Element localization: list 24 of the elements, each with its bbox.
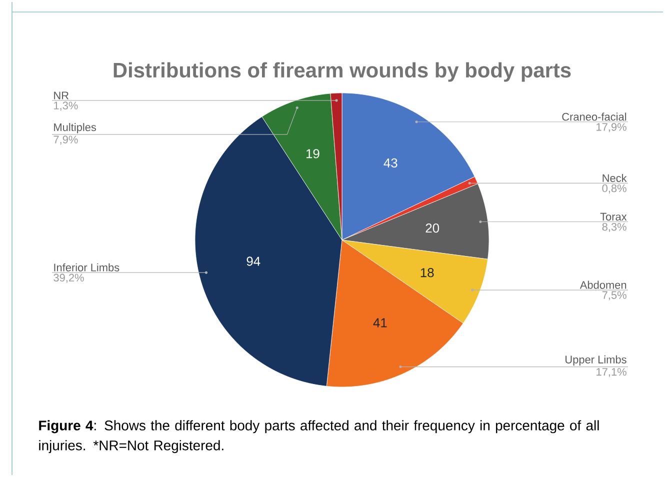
slice-label: Inferior Limbs	[54, 263, 120, 272]
text: 1,3%	[54, 102, 78, 111]
text: 17,1%	[596, 368, 626, 378]
text: 0,8%	[602, 184, 626, 194]
text: 39,2%	[54, 274, 84, 283]
text: 8,3%	[602, 222, 626, 232]
slice-label: Upper Limbs	[566, 355, 626, 366]
slice-label: Neck	[602, 174, 627, 182]
chart-title: Distributions of firearm wounds by body parts	[114, 62, 571, 82]
data-label: 20	[426, 224, 440, 233]
data-label: 18	[420, 268, 434, 278]
text: 7,9%	[54, 136, 78, 145]
slice-label: Multiples	[54, 123, 96, 134]
data-label: 19	[306, 149, 320, 158]
data-label: 43	[384, 158, 398, 168]
slice-label: Craneo-facial	[562, 112, 626, 121]
slice-label: NR	[54, 92, 69, 100]
text: Figure 4: Shows the different body parts affected and their frequency in percentage of all injuries. *NR=Not Registered.	[39, 420, 599, 454]
text: 17,9%	[596, 123, 626, 132]
data-label: 94	[246, 256, 260, 266]
slice-label: Torax	[600, 212, 627, 221]
data-label: 41	[373, 318, 387, 328]
text: 7,5%	[602, 291, 626, 300]
slice-label: Abdomen	[580, 280, 626, 289]
